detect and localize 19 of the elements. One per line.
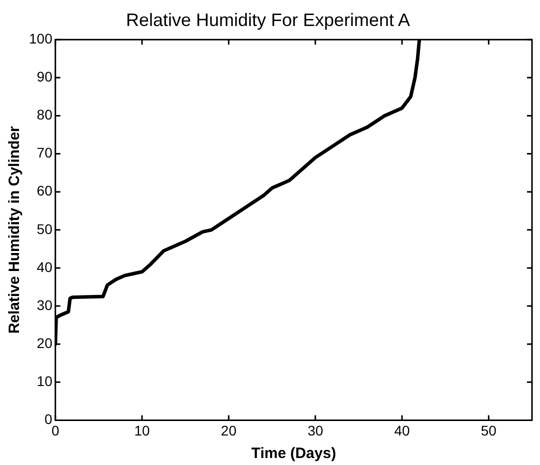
y-tick-label: 20 — [36, 334, 53, 351]
x-tick-label: 40 — [394, 422, 410, 438]
y-axis-title: Relative Humidity in Cylinder — [6, 126, 24, 334]
x-tick-label: 50 — [480, 422, 497, 438]
x-axis-title: Time (Days) — [251, 445, 336, 462]
x-tick-label: 20 — [220, 422, 237, 438]
y-tick-label: 90 — [36, 68, 53, 85]
y-tick-label: 30 — [36, 296, 53, 313]
x-tick-label: 10 — [134, 422, 150, 438]
y-tick-label: 70 — [36, 144, 53, 161]
y-tick-label: 0 — [44, 411, 53, 428]
chart-title: Relative Humidity For Experiment A — [126, 10, 410, 30]
x-tick-label: 30 — [308, 422, 324, 438]
y-tick-label: 60 — [36, 182, 53, 199]
y-tick-label: 50 — [36, 220, 53, 237]
y-tick-label: 40 — [36, 258, 53, 275]
y-tick-label: 100 — [29, 30, 53, 46]
y-tick-label: 10 — [36, 373, 53, 389]
y-tick-label: 80 — [36, 106, 53, 123]
